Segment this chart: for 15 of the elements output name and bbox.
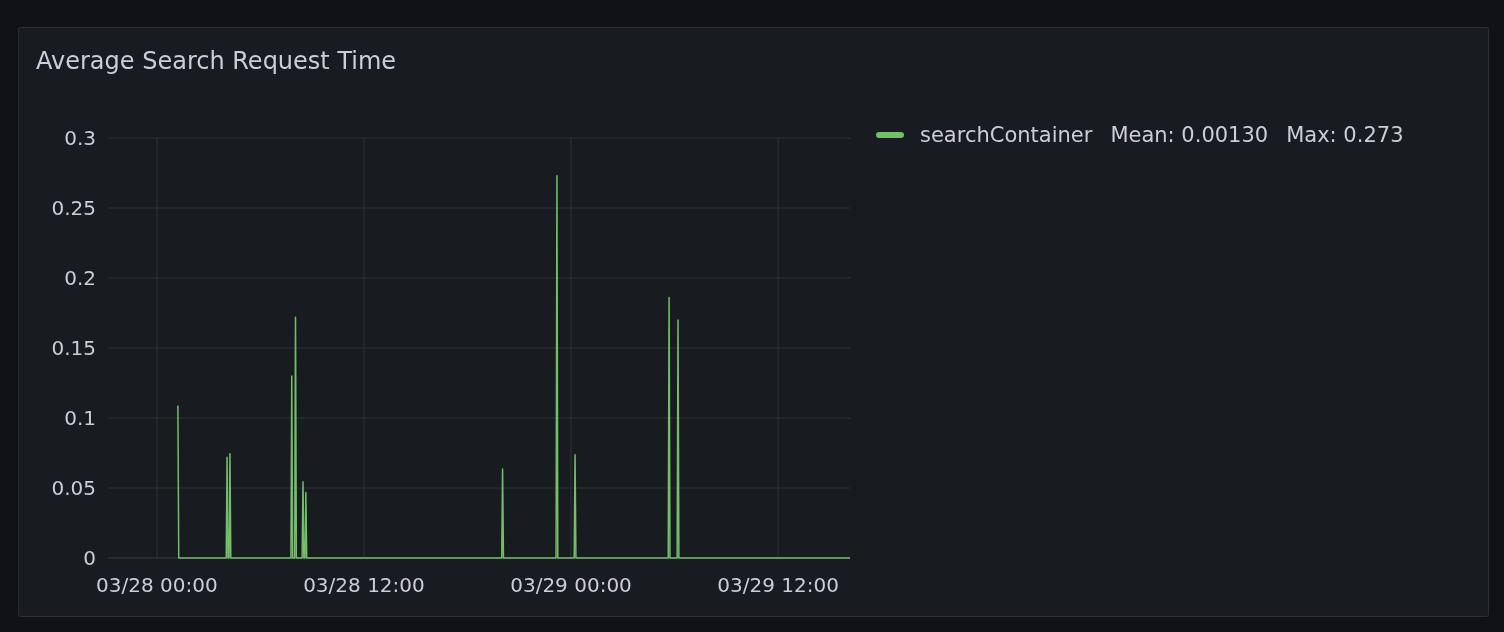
y-tick-label: 0.25 — [51, 196, 96, 220]
y-tick-label: 0.15 — [51, 336, 96, 360]
x-tick-label: 03/29 12:00 — [717, 573, 839, 597]
x-tick-label: 03/28 12:00 — [303, 573, 425, 597]
chart-title: Average Search Request Time — [36, 47, 397, 75]
legend-label: searchContainer — [920, 123, 1093, 148]
y-tick-label: 0.05 — [51, 476, 96, 500]
y-tick-label: 0 — [83, 546, 96, 570]
y-tick-label: 0.1 — [64, 406, 96, 430]
text: Max: 0.273 — [1286, 123, 1404, 148]
x-tick-label: 03/28 00:00 — [96, 573, 218, 597]
y-tick-label: 0.3 — [64, 126, 96, 150]
x-tick-label: 03/29 00:00 — [510, 573, 632, 597]
text: Mean: 0.00130 — [1110, 123, 1269, 148]
y-tick-label: 0.2 — [64, 266, 96, 290]
